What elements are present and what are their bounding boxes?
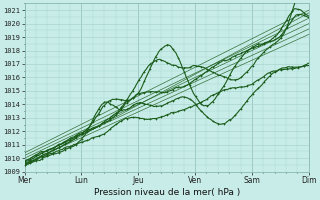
X-axis label: Pression niveau de la mer( hPa ): Pression niveau de la mer( hPa ) (93, 188, 240, 197)
